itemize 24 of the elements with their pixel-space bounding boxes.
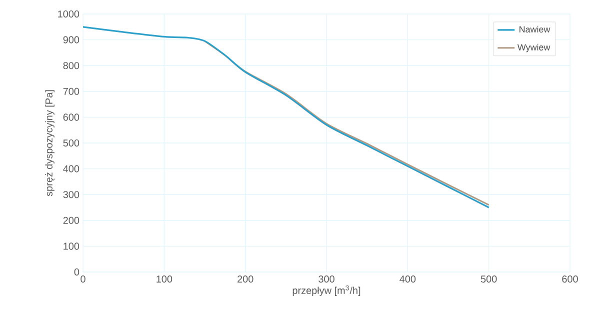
line-series <box>204 40 490 206</box>
y-tick-label: 100 <box>64 242 80 250</box>
legend-label: Nawiew <box>520 26 550 33</box>
x-tick-label: 100 <box>156 276 172 283</box>
line-series <box>83 26 490 208</box>
y-tick-label: 0 <box>74 268 80 276</box>
y-tick-label: 900 <box>63 36 80 44</box>
y-tick-label: 500 <box>63 139 80 147</box>
y-tick-label: 200 <box>63 216 80 224</box>
legend-label: Wywiew <box>517 44 550 52</box>
y-tick-label: 400 <box>63 165 80 172</box>
x-tick-label: 600 <box>562 276 578 283</box>
y-tick-label: 700 <box>63 88 80 95</box>
y-tick-label: 800 <box>63 62 80 70</box>
x-tick-label: 0 <box>80 276 86 283</box>
x-tick-label: 500 <box>480 276 497 283</box>
y-tick-label: 1000 <box>58 10 80 18</box>
x-tick-label: 200 <box>238 276 254 283</box>
y-tick-label: 300 <box>63 191 80 198</box>
y-tick-label: 600 <box>63 114 80 121</box>
x-tick-label: 300 <box>318 276 334 283</box>
x-tick-label: 400 <box>400 276 416 283</box>
x-axis-title: przepływ [m$^{3}$/h] <box>292 285 360 296</box>
y-axis-title: spręż dyspozycyjny [Pa] <box>45 90 54 196</box>
